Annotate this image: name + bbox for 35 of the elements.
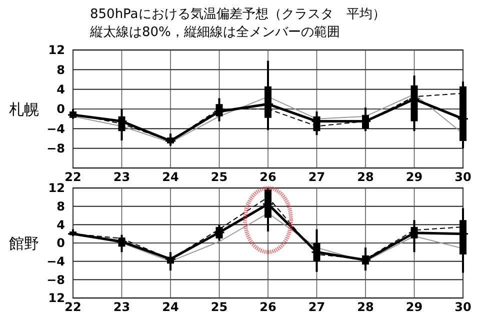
x-tick-label: 25 — [210, 170, 228, 184]
x-tick-label: 29 — [406, 300, 423, 314]
x-tick-label: 29 — [406, 170, 423, 184]
y-tick-label: 12 — [48, 43, 65, 58]
x-tick-label: 24 — [162, 300, 179, 314]
x-tick-label: 28 — [357, 300, 374, 314]
chart-subtitle: 縦太線は80%，縦細線は全メンバーの範囲 — [89, 25, 340, 40]
x-tick-label: 28 — [357, 170, 374, 184]
x-tick-label: 27 — [308, 300, 326, 314]
chart-title: 850hPaにおける気温偏差予想（クラスタ 平均） — [90, 7, 386, 22]
x-tick-label: 27 — [308, 170, 326, 184]
y-tick-label: −4 — [46, 254, 65, 269]
y-tick-label: −8 — [46, 272, 65, 287]
y-tick-label: −8 — [46, 142, 65, 156]
x-tick-label: 26 — [260, 170, 276, 184]
y-tick-label: 8 — [56, 62, 65, 77]
y-tick-label: −4 — [46, 122, 65, 136]
y-tick-label: 0 — [56, 102, 65, 116]
y-axis-title: 館野 — [9, 234, 39, 252]
x-tick-label: 22 — [64, 170, 82, 184]
y-tick-label: 12 — [48, 291, 65, 306]
y-tick-label: 0 — [56, 236, 65, 250]
x-tick-label: 23 — [113, 170, 130, 184]
y-tick-label: 4 — [56, 218, 65, 232]
x-tick-label: 25 — [210, 300, 228, 314]
y-tick-label: 12 — [48, 181, 65, 196]
x-tick-label: 30 — [454, 170, 472, 184]
y-tick-label: 4 — [56, 82, 65, 97]
x-tick-label: 22 — [64, 300, 82, 314]
x-tick-label: 30 — [454, 300, 472, 314]
x-tick-label: 23 — [113, 300, 130, 314]
y-tick-label: 8 — [56, 200, 65, 214]
y-axis-title: 札幌 — [9, 100, 39, 118]
x-tick-label: 24 — [162, 170, 179, 184]
x-tick-label: 26 — [260, 300, 276, 314]
